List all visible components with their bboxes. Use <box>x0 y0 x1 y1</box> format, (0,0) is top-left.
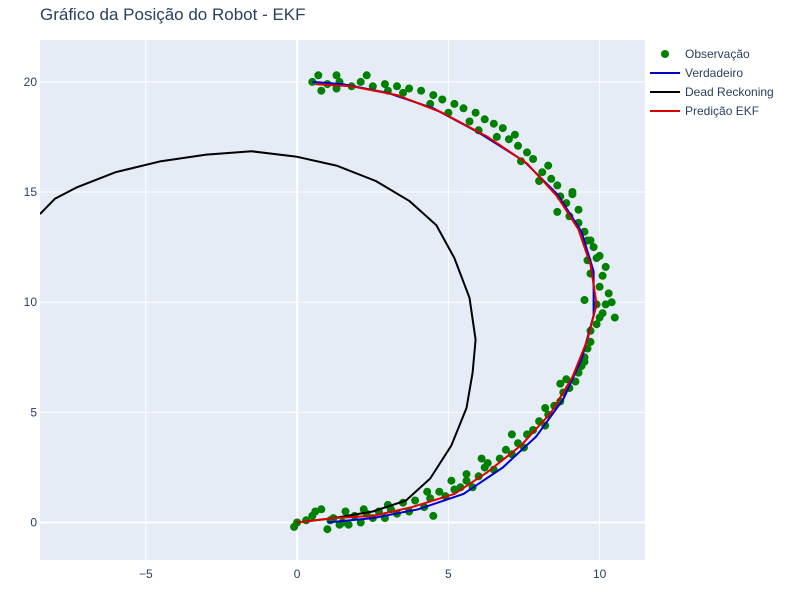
observation-point <box>601 300 610 309</box>
observation-point <box>465 117 474 126</box>
observation-point <box>477 454 486 463</box>
observation-point <box>359 505 368 514</box>
observation-point <box>429 91 438 100</box>
observation-point <box>504 135 513 144</box>
observation-point <box>429 511 438 520</box>
observation-point <box>341 507 350 516</box>
observation-point <box>595 251 604 260</box>
series-line-predi-o-ekf <box>296 83 598 524</box>
legend-label: Dead Reckoning <box>685 85 774 99</box>
legend-item[interactable]: Dead Reckoning <box>650 85 774 99</box>
observation-point <box>447 476 456 485</box>
legend[interactable]: Observação Verdadeiro Dead Reckoning Prediç… <box>650 47 774 118</box>
legend-item[interactable]: Predição EKF <box>650 104 759 118</box>
observation-point <box>501 445 510 454</box>
y-tick-label: 0 <box>30 516 37 530</box>
x-tick-label: 0 <box>294 567 301 581</box>
observation-point <box>538 168 547 177</box>
observation-point <box>562 375 571 384</box>
observation-point <box>580 296 589 304</box>
observation-point <box>308 511 317 520</box>
legend-item[interactable]: Observação <box>661 47 750 61</box>
observation-point <box>574 205 583 214</box>
observation-point <box>323 525 332 534</box>
observation-point <box>480 115 489 124</box>
observation-point <box>489 119 498 128</box>
observation-point <box>368 82 377 91</box>
observation-point <box>547 174 556 183</box>
legend-label: Verdadeiro <box>685 66 743 80</box>
observation-point <box>492 132 501 141</box>
observation-point <box>601 262 610 271</box>
observation-point <box>568 190 577 199</box>
observation-point <box>592 320 601 329</box>
observation-point <box>607 298 616 307</box>
observation-point <box>541 404 550 412</box>
observation-point <box>462 470 471 479</box>
observation-point <box>556 379 565 388</box>
observation-point <box>362 71 371 80</box>
observation-point <box>317 505 326 514</box>
observation-point <box>417 86 426 95</box>
x-tick-label: 10 <box>593 567 607 581</box>
y-axis-ticks: 0 5 10 15 20 <box>24 75 38 530</box>
legend-label: Observação <box>685 47 750 61</box>
observation-point <box>314 71 323 80</box>
observation-point <box>344 520 353 529</box>
traces <box>40 71 619 534</box>
observation-point <box>610 313 619 322</box>
y-tick-label: 20 <box>24 75 38 89</box>
observation-point <box>317 86 326 95</box>
observation-point <box>356 77 365 86</box>
observation-point <box>544 161 553 170</box>
observation-point <box>529 155 538 163</box>
observation-point <box>450 99 459 108</box>
x-tick-label: −5 <box>139 567 153 581</box>
observation-point <box>595 282 604 291</box>
legend-marker <box>661 50 669 58</box>
observation-point <box>510 130 519 139</box>
observation-point <box>462 476 471 485</box>
observation-point <box>598 309 607 318</box>
y-tick-label: 15 <box>24 185 38 199</box>
observation-point <box>435 487 444 496</box>
observation-point <box>459 104 468 113</box>
observation-point <box>483 459 492 468</box>
observation-point <box>380 80 389 89</box>
observation-point <box>471 108 480 117</box>
chart-title: Gráfico da Posição do Robot - EKF <box>40 5 306 24</box>
observation-point <box>507 430 516 439</box>
x-tick-label: 5 <box>445 567 452 581</box>
observation-point <box>423 487 432 496</box>
legend-item[interactable]: Verdadeiro <box>650 66 743 80</box>
observation-point <box>598 271 607 280</box>
observation-point <box>356 518 365 527</box>
observation-point <box>332 71 341 80</box>
observation-point <box>553 207 562 216</box>
y-tick-label: 10 <box>24 295 38 309</box>
observation-point <box>580 357 589 366</box>
observation-point <box>438 95 447 104</box>
observation-point <box>523 148 531 157</box>
legend-label: Predição EKF <box>685 104 759 118</box>
series-line-dead-reckoning <box>40 150 477 524</box>
observation-point <box>498 124 507 133</box>
x-axis-ticks: −5 0 5 10 <box>139 567 607 581</box>
observation-point <box>393 82 401 91</box>
observation-point <box>586 337 595 346</box>
observation-point <box>514 141 522 150</box>
observation-point <box>589 243 598 252</box>
observation-point <box>529 426 538 434</box>
y-tick-label: 5 <box>30 405 37 419</box>
plot-area <box>40 40 645 560</box>
observation-point <box>411 496 420 505</box>
observation-point <box>553 181 562 190</box>
observation-point <box>399 88 407 97</box>
observation-point <box>338 518 347 527</box>
observation-point <box>405 84 414 93</box>
observation-point <box>604 289 613 298</box>
